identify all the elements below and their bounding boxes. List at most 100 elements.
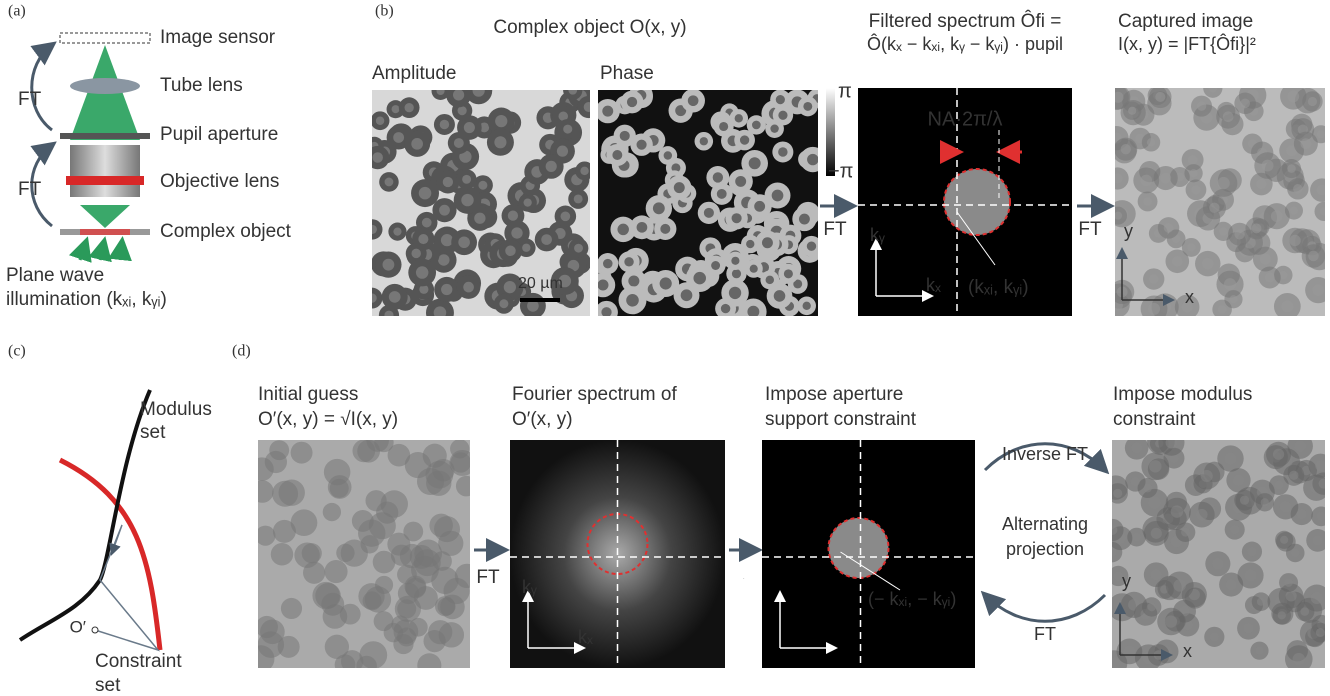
- cell-center: [747, 306, 759, 318]
- label: Constraint: [95, 651, 182, 672]
- label: Filtered spectrum Ôfi =: [869, 10, 1062, 32]
- cell-center: [693, 272, 706, 285]
- pupil: [944, 169, 1010, 235]
- projection-diagram: [20, 390, 160, 650]
- cell-center: [568, 86, 577, 95]
- cell-center: [1317, 185, 1328, 196]
- cell: [432, 551, 452, 571]
- label: O′: [70, 617, 86, 636]
- cell-center: [561, 211, 571, 221]
- cell-center: [1260, 253, 1271, 264]
- cell-center: [1317, 130, 1325, 138]
- cell-center: [584, 102, 594, 112]
- cell: [417, 468, 444, 495]
- cell-center: [750, 265, 758, 273]
- cell-center: [778, 147, 787, 156]
- cell: [323, 503, 341, 521]
- cell-center: [1181, 528, 1190, 537]
- objective-band: [66, 176, 144, 185]
- cell-center: [522, 244, 530, 252]
- cell-center: [376, 116, 384, 124]
- cell-center: [1209, 203, 1219, 213]
- cell: [273, 520, 296, 543]
- label: Inverse FT: [1002, 444, 1088, 464]
- cell-center: [1202, 258, 1213, 269]
- cell-center: [1224, 278, 1236, 290]
- cell-center: [1273, 449, 1284, 460]
- illumination-arrow: [80, 242, 86, 260]
- cell-center: [1245, 570, 1257, 582]
- cell-center: [389, 291, 401, 303]
- cell: [328, 475, 352, 499]
- cell-center: [453, 89, 464, 100]
- cell-center: [637, 140, 647, 150]
- cell-center: [508, 211, 518, 221]
- cell-center: [1311, 592, 1323, 604]
- cell-center: [1293, 184, 1303, 194]
- cell-center: [1160, 173, 1171, 184]
- label: (kₓᵢ, kᵧᵢ): [968, 277, 1029, 298]
- label: π: [838, 80, 852, 102]
- start-point: [92, 627, 98, 633]
- label: Initial guess: [258, 384, 358, 405]
- cell-center: [367, 293, 376, 302]
- cell-center: [1164, 223, 1174, 233]
- cell-center: [1149, 460, 1161, 472]
- label: Fourier spectrum of: [512, 384, 677, 405]
- cell-center: [754, 201, 765, 212]
- cell: [341, 650, 363, 672]
- cell-center: [1256, 179, 1266, 189]
- cell-center: [770, 124, 778, 132]
- cell-center: [1297, 509, 1307, 519]
- cell-center: [681, 289, 693, 301]
- cell-center: [1173, 579, 1186, 592]
- cell: [341, 540, 368, 567]
- cell-center: [405, 103, 414, 112]
- cell: [272, 481, 298, 507]
- cell: [271, 543, 293, 565]
- cell: [324, 560, 347, 583]
- cell-center: [1187, 243, 1195, 251]
- microscope: [32, 33, 150, 260]
- cell-center: [1308, 251, 1319, 262]
- cell-center: [1113, 174, 1123, 184]
- cell: [352, 440, 375, 463]
- cell-center: [1148, 303, 1160, 315]
- object: [80, 229, 130, 235]
- cell: [374, 433, 393, 452]
- micrograph: [585, 83, 826, 325]
- cell-center: [1191, 185, 1200, 194]
- cell-center: [1128, 107, 1136, 115]
- cell-center: [1114, 212, 1122, 220]
- cell-center: [1274, 481, 1283, 490]
- label: kₓ: [578, 627, 593, 647]
- cell-center: [504, 281, 516, 293]
- cell: [414, 586, 438, 610]
- cell-center: [1287, 91, 1299, 103]
- label: Plane wave: [6, 265, 104, 286]
- cell-center: [1148, 496, 1160, 508]
- cell-center: [660, 224, 670, 234]
- cell-center: [799, 214, 810, 225]
- cell: [424, 630, 446, 652]
- label: (a): [8, 3, 26, 20]
- cell-center: [1286, 590, 1297, 601]
- cell: [365, 490, 386, 511]
- cell-center: [1313, 535, 1323, 545]
- cell-center: [1107, 547, 1116, 556]
- cell-center: [1308, 97, 1317, 106]
- label: Tube lens: [160, 75, 243, 96]
- cell-center: [1255, 647, 1263, 655]
- cell-center: [411, 249, 420, 258]
- cell-center: [1293, 653, 1305, 665]
- cell-center: [1312, 284, 1324, 296]
- label: y: [1122, 571, 1131, 591]
- cell-center: [1196, 509, 1208, 521]
- label: FT: [823, 219, 847, 240]
- cell-center: [462, 175, 471, 184]
- cell-center: [719, 122, 728, 131]
- cell: [312, 582, 339, 609]
- label: projection: [1006, 539, 1084, 559]
- label: Captured image: [1118, 11, 1253, 32]
- cell-center: [735, 176, 746, 187]
